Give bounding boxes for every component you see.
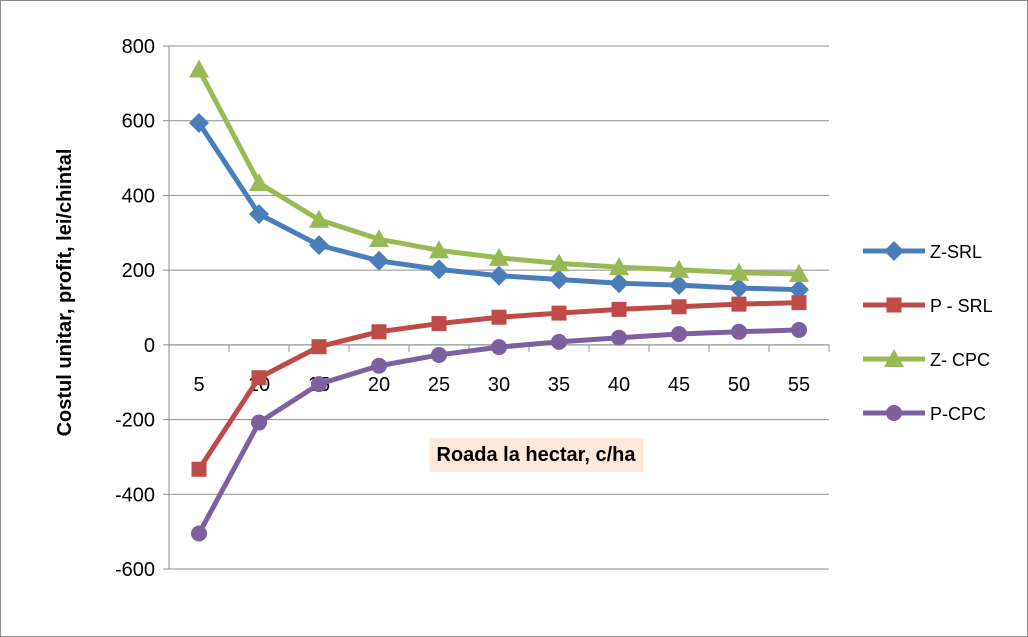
data-point [729, 278, 749, 299]
data-point [489, 265, 509, 286]
x-tick-label: 40 [608, 374, 630, 396]
y-tick-label: 600 [122, 111, 155, 133]
x-tick-label: 20 [368, 374, 390, 396]
x-tick-label: 55 [788, 374, 810, 396]
data-point [429, 259, 449, 280]
x-tick-label: 5 [193, 374, 204, 396]
y-axis-title-group: Costul unitar, profit, lei/chintal [54, 149, 76, 437]
data-point [489, 247, 509, 266]
x-tick-labels: 510152025303540455055 [193, 374, 810, 396]
legend-label: Z-SRL [930, 242, 982, 262]
y-tick-label: 800 [122, 36, 155, 58]
x-tick-label: 30 [488, 374, 510, 396]
data-point [429, 240, 449, 259]
data-point [369, 250, 389, 271]
data-point [791, 295, 807, 311]
data-point [369, 229, 389, 248]
data-point [611, 329, 627, 346]
data-point [549, 269, 569, 290]
data-point [789, 279, 809, 300]
series-z-cpc [189, 59, 809, 282]
data-point [609, 257, 629, 276]
data-point [249, 204, 269, 225]
data-point [309, 235, 329, 256]
data-point [551, 333, 567, 350]
y-tick-label: 200 [122, 260, 155, 282]
data-point [371, 324, 387, 340]
y-tick-label: 0 [144, 335, 155, 357]
data-point [669, 259, 689, 278]
x-tick-label: 25 [428, 374, 450, 396]
legend-label: P-CPC [930, 404, 986, 424]
data-point [191, 525, 207, 542]
series-p-cpc [191, 321, 807, 542]
data-point [491, 309, 507, 325]
y-tick-label: -600 [115, 559, 155, 581]
y-tick-label: -200 [115, 410, 155, 432]
legend-marker [886, 405, 902, 421]
data-point [191, 461, 207, 477]
series-line [196, 67, 802, 277]
data-point [609, 273, 629, 294]
y-tick-label: 400 [122, 185, 155, 207]
legend-label: Z- CPC [930, 350, 990, 370]
data-point [791, 321, 807, 338]
data-point [669, 275, 689, 296]
data-point [551, 305, 567, 321]
y-axis-title: Costul unitar, profit, lei/chintal [54, 149, 76, 437]
legend-item: Z- CPC [863, 349, 990, 370]
data-point [729, 262, 749, 281]
data-point [549, 253, 569, 272]
data-point [189, 112, 209, 133]
x-axis-title: Roada la hectar, c/ha [437, 444, 637, 466]
gridlines [169, 45, 829, 570]
legend-item: P - SRL [863, 296, 993, 316]
legend-marker [886, 297, 902, 313]
data-point [371, 357, 387, 374]
series-p-srl [191, 295, 807, 477]
x-axis-title-background [429, 438, 644, 472]
data-point [251, 370, 267, 386]
data-point [431, 346, 447, 363]
axes [163, 45, 830, 570]
data-point [731, 296, 747, 312]
series-z-srl [189, 112, 809, 300]
data-point [431, 316, 447, 332]
x-tick-label: 45 [668, 374, 690, 396]
data-point [249, 173, 269, 192]
x-tick-label: 35 [548, 374, 570, 396]
data-point [251, 414, 267, 431]
data-point [671, 326, 687, 343]
series-group [189, 59, 809, 542]
data-point [671, 299, 687, 315]
data-point [311, 376, 327, 393]
legend-item: Z-SRL [863, 241, 982, 262]
y-tick-label: -400 [115, 484, 155, 506]
legend-label: P - SRL [930, 296, 993, 316]
legend: Z-SRL P - SRL Z- CPC P-CPC [863, 241, 993, 424]
legend-marker [884, 349, 904, 367]
data-point [611, 301, 627, 317]
data-point [309, 209, 329, 228]
data-point [789, 263, 809, 282]
data-point [731, 323, 747, 340]
data-point [311, 339, 327, 355]
x-axis-title-group: Roada la hectar, c/ha [429, 438, 644, 472]
y-tick-labels: -600 -400 -200 0 200 400 600 800 [115, 36, 155, 581]
data-point [491, 339, 507, 356]
legend-marker [884, 241, 904, 261]
legend-item: P-CPC [863, 404, 986, 424]
x-tick-label: 50 [728, 374, 750, 396]
data-point [189, 59, 209, 78]
